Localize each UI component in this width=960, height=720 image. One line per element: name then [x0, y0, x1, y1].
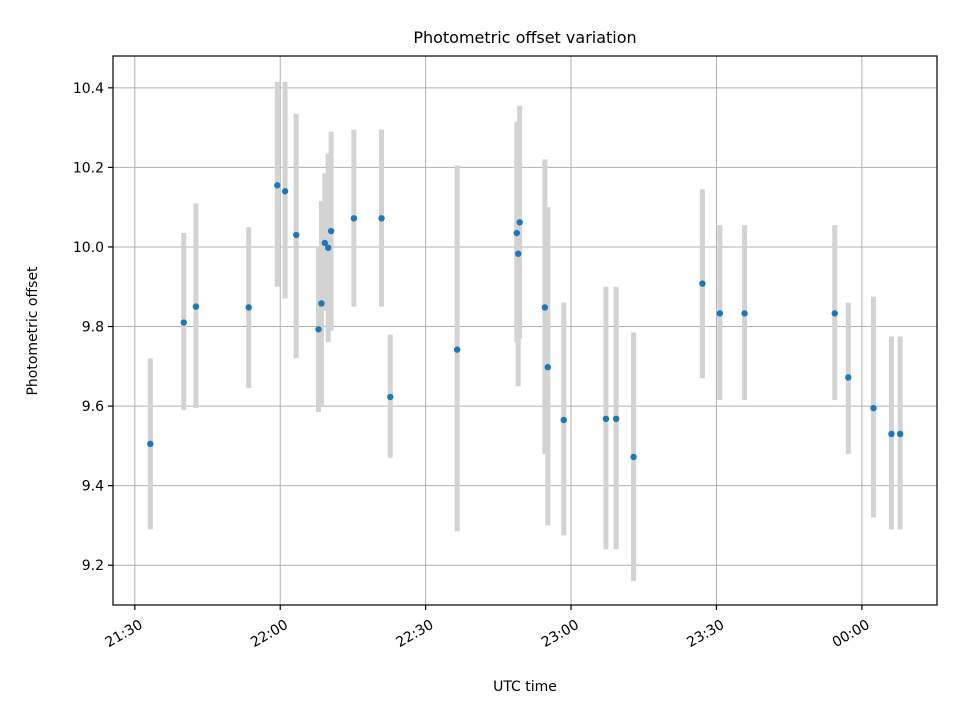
- data-point: [325, 244, 332, 251]
- data-point: [831, 310, 838, 317]
- data-point: [699, 280, 706, 287]
- x-tick-label: 23:00: [539, 617, 582, 651]
- y-tick-label: 9.2: [82, 558, 104, 574]
- data-point: [293, 231, 300, 239]
- data-point: [516, 219, 523, 226]
- data-point: [274, 182, 281, 189]
- y-tick-label: 10.2: [73, 160, 104, 176]
- data-point: [180, 319, 187, 326]
- data-point: [741, 310, 748, 317]
- data-point: [350, 215, 358, 222]
- data-point: [612, 415, 620, 423]
- x-tick-label: 22:30: [393, 617, 436, 651]
- y-tick-label: 10.4: [73, 81, 104, 97]
- data-point: [630, 453, 637, 461]
- y-tick-label: 9.6: [82, 399, 104, 415]
- errorbar-layer: [147, 81, 903, 582]
- data-point: [321, 239, 329, 247]
- data-point: [147, 440, 154, 448]
- data-point: [870, 404, 877, 412]
- data-point: [281, 188, 289, 195]
- data-point: [515, 250, 522, 257]
- data-point: [387, 393, 394, 401]
- y-axis-label: Photometric offset: [25, 266, 41, 396]
- data-point: [716, 310, 724, 317]
- data-point: [513, 229, 520, 237]
- point-layer: [147, 182, 904, 461]
- y-tick-label: 9.8: [82, 320, 104, 336]
- data-point: [896, 430, 904, 438]
- x-tick-label: 22:00: [248, 617, 291, 651]
- x-tick-label: 21:30: [103, 617, 146, 651]
- data-point: [453, 346, 461, 353]
- data-point: [245, 304, 252, 311]
- data-point: [315, 326, 322, 333]
- data-point: [888, 430, 895, 438]
- data-point: [192, 303, 200, 310]
- data-point: [544, 363, 551, 371]
- data-point: [378, 215, 385, 222]
- x-axis-label: UTC time: [493, 679, 557, 695]
- data-point: [327, 227, 335, 235]
- x-tick-label: 23:30: [684, 617, 727, 651]
- chart-title: Photometric offset variation: [413, 28, 636, 47]
- data-point: [560, 416, 567, 424]
- y-tick-label: 10.0: [73, 240, 104, 256]
- data-point: [541, 304, 549, 311]
- data-point: [845, 374, 852, 381]
- data-point: [318, 300, 325, 307]
- y-tick-label: 9.4: [82, 479, 104, 495]
- data-point: [602, 415, 610, 423]
- plot-frame: [112, 55, 938, 606]
- x-tick-label: 00:00: [830, 617, 873, 651]
- grid-layer: [113, 56, 937, 605]
